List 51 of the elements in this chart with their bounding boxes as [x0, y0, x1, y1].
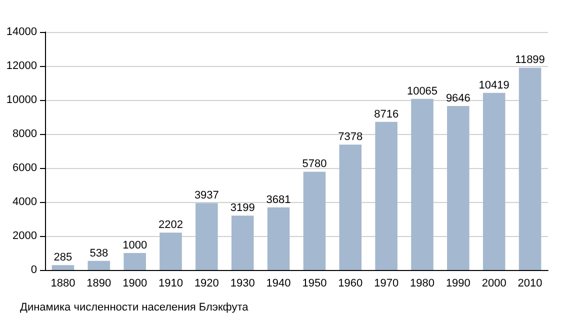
bar	[267, 207, 290, 270]
bar	[375, 122, 398, 270]
y-tick-label: 6000	[12, 162, 37, 174]
x-tick-label: 1930	[230, 278, 255, 290]
x-tick-label: 1970	[374, 278, 399, 290]
data-label: 2202	[158, 219, 183, 232]
x-tick-label: 2000	[482, 278, 506, 290]
x-tick-label: 1960	[338, 278, 363, 290]
bar	[52, 265, 74, 270]
bar	[303, 172, 326, 270]
bar	[518, 68, 542, 270]
data-label: 538	[90, 247, 108, 260]
bar	[339, 144, 362, 270]
y-tick-label: 10000	[6, 94, 37, 106]
data-label: 5780	[302, 158, 327, 170]
x-tick-label: 1950	[302, 278, 327, 290]
bar	[160, 232, 182, 270]
data-label: 285	[54, 252, 72, 264]
x-tick-label: 1900	[122, 278, 148, 290]
data-label: 8716	[374, 108, 399, 120]
bar	[196, 203, 218, 270]
bar	[231, 216, 254, 270]
data-label: 3199	[230, 202, 255, 214]
y-tick-label: 8000	[12, 128, 37, 140]
data-label: 11899	[515, 54, 545, 66]
data-label: 9646	[446, 92, 470, 105]
x-tick-label: 1880	[50, 278, 76, 290]
text: Динамика численности населения Блэкфута	[20, 302, 250, 314]
y-tick-label: 4000	[12, 196, 37, 208]
y-tick-label: 12000	[6, 60, 37, 72]
data-label: 3937	[194, 190, 219, 202]
data-label: 10065	[406, 85, 438, 98]
x-tick-label: 1980	[410, 278, 434, 290]
bar	[447, 106, 470, 270]
data-label: 1000	[122, 240, 148, 252]
x-tick-label: 2010	[518, 278, 542, 290]
bar	[482, 92, 506, 270]
x-tick-label: 1890	[86, 278, 112, 290]
data-label: 7378	[338, 131, 363, 144]
data-label: 3681	[266, 194, 291, 206]
x-tick-label: 1940	[266, 278, 291, 290]
data-label: 10419	[478, 79, 510, 92]
x-tick-label: 1990	[446, 278, 470, 290]
y-tick-label: 14000	[6, 26, 37, 38]
bar	[124, 253, 146, 270]
x-tick-label: 1920	[194, 278, 219, 290]
y-tick-label: 0	[30, 264, 37, 276]
bar	[411, 98, 434, 270]
x-tick-label: 1910	[158, 278, 183, 290]
y-tick-label: 2000	[12, 230, 37, 242]
bar	[88, 260, 110, 270]
